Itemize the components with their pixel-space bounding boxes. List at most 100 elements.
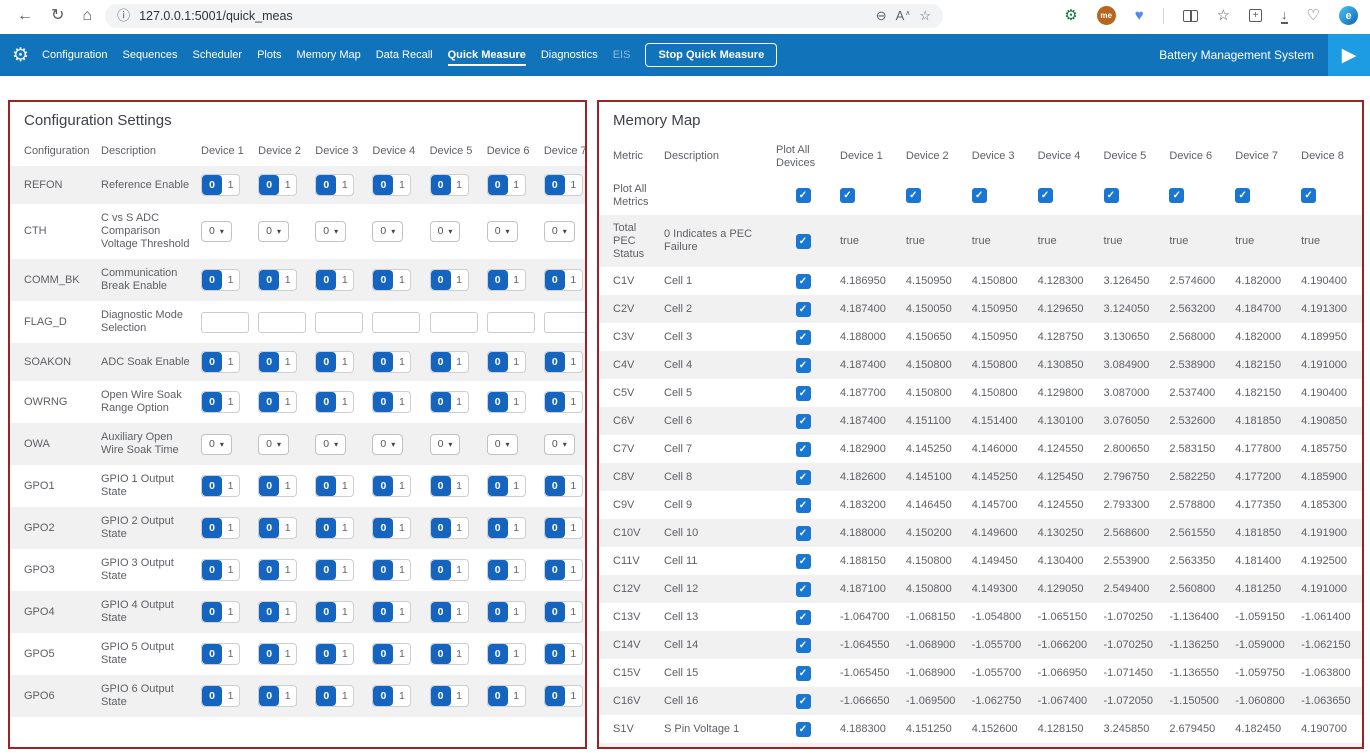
checkbox-c1v[interactable]: ✓ <box>796 274 811 289</box>
checkbox-total-pec-status[interactable]: ✓ <box>796 234 811 249</box>
toggle-gpo2-device-1[interactable]: 01 <box>201 517 240 539</box>
toggle-option[interactable]: 1 <box>222 175 239 195</box>
toggle-option[interactable]: 1 <box>451 352 468 372</box>
toggle-option-selected[interactable]: 0 <box>488 352 508 372</box>
nav-item-memory-map[interactable]: Memory Map <box>297 49 361 61</box>
toggle-option-selected[interactable]: 0 <box>259 518 279 538</box>
address-bar[interactable]: ⓘ 127.0.0.1:5001/quick_meas ⊖ A ☆ <box>105 4 943 28</box>
heart-extension-icon[interactable]: ♥ <box>1135 8 1144 23</box>
toggle-option[interactable]: 1 <box>336 560 353 580</box>
toggle-soakon-device-1[interactable]: 01 <box>201 351 240 373</box>
checkbox-c15v[interactable]: ✓ <box>796 666 811 681</box>
nav-item-data-recall[interactable]: Data Recall <box>376 49 433 61</box>
toggle-gpo1-device-1[interactable]: 01 <box>201 475 240 497</box>
checkbox-c6v[interactable]: ✓ <box>796 414 811 429</box>
toggle-option-selected[interactable]: 0 <box>316 518 336 538</box>
toggle-option-selected[interactable]: 0 <box>488 644 508 664</box>
input-flag-d-device-2[interactable] <box>258 312 306 333</box>
toggle-option[interactable]: 1 <box>279 270 296 290</box>
input-flag-d-device-3[interactable] <box>315 312 363 333</box>
nav-item-eis[interactable]: EIS <box>613 49 631 61</box>
collections-icon[interactable] <box>1249 9 1262 22</box>
browser-essentials-icon[interactable]: ♡ <box>1307 8 1320 23</box>
checkbox-plot-all-metrics-device-7[interactable]: ✓ <box>1235 188 1250 203</box>
refresh-icon[interactable]: ↻ <box>51 8 64 24</box>
toggle-refon-device-3[interactable]: 01 <box>315 174 354 196</box>
toggle-option[interactable]: 1 <box>336 686 353 706</box>
checkbox-c16v[interactable]: ✓ <box>796 694 811 709</box>
toggle-gpo4-device-5[interactable]: 01 <box>430 601 469 623</box>
toggle-soakon-device-7[interactable]: 01 <box>544 351 583 373</box>
input-flag-d-device-6[interactable] <box>487 312 535 333</box>
toggle-option[interactable]: 1 <box>336 518 353 538</box>
checkbox-c4v[interactable]: ✓ <box>796 358 811 373</box>
toggle-option-selected[interactable]: 0 <box>545 602 565 622</box>
toggle-option-selected[interactable]: 0 <box>259 270 279 290</box>
toggle-option-selected[interactable]: 0 <box>373 644 393 664</box>
toggle-option[interactable]: 1 <box>393 352 410 372</box>
toggle-option-selected[interactable]: 0 <box>373 560 393 580</box>
toggle-option-selected[interactable]: 0 <box>488 518 508 538</box>
toggle-option[interactable]: 1 <box>279 175 296 195</box>
toggle-gpo1-device-5[interactable]: 01 <box>430 475 469 497</box>
toggle-gpo6-device-6[interactable]: 01 <box>487 685 526 707</box>
toggle-gpo3-device-7[interactable]: 01 <box>544 559 583 581</box>
select-cth-device-3[interactable]: 0▾ <box>315 221 346 242</box>
toggle-gpo6-device-4[interactable]: 01 <box>372 685 411 707</box>
toggle-option[interactable]: 1 <box>451 476 468 496</box>
toggle-owrng-device-1[interactable]: 01 <box>201 391 240 413</box>
toggle-option[interactable]: 1 <box>393 686 410 706</box>
back-icon[interactable]: ← <box>17 8 33 24</box>
checkbox-plot-all-metrics-device-8[interactable]: ✓ <box>1301 188 1316 203</box>
select-owa-device-5[interactable]: 0▾ <box>430 434 461 455</box>
toggle-option-selected[interactable]: 0 <box>316 392 336 412</box>
toggle-option-selected[interactable]: 0 <box>545 270 565 290</box>
toggle-option-selected[interactable]: 0 <box>373 476 393 496</box>
toggle-option[interactable]: 1 <box>451 560 468 580</box>
toggle-option[interactable]: 1 <box>508 518 525 538</box>
toggle-gpo3-device-5[interactable]: 01 <box>430 559 469 581</box>
checkbox-plot-all-metrics-device-3[interactable]: ✓ <box>972 188 987 203</box>
toggle-option[interactable]: 1 <box>565 518 582 538</box>
toggle-option-selected[interactable]: 0 <box>545 518 565 538</box>
select-cth-device-2[interactable]: 0▾ <box>258 221 289 242</box>
toggle-option[interactable]: 1 <box>279 392 296 412</box>
toggle-comm-bk-device-7[interactable]: 01 <box>544 269 583 291</box>
toggle-option[interactable]: 1 <box>336 352 353 372</box>
checkbox-c12v[interactable]: ✓ <box>796 582 811 597</box>
checkbox-c11v[interactable]: ✓ <box>796 554 811 569</box>
edge-logo-icon[interactable]: e <box>1339 6 1358 25</box>
toggle-option-selected[interactable]: 0 <box>259 476 279 496</box>
toggle-gpo3-device-3[interactable]: 01 <box>315 559 354 581</box>
toggle-option[interactable]: 1 <box>565 270 582 290</box>
checkbox-c14v[interactable]: ✓ <box>796 638 811 653</box>
toggle-option-selected[interactable]: 0 <box>373 392 393 412</box>
toggle-option-selected[interactable]: 0 <box>488 270 508 290</box>
checkbox-plot-all-metrics-device-1[interactable]: ✓ <box>840 188 855 203</box>
toggle-option[interactable]: 1 <box>393 560 410 580</box>
toggle-option-selected[interactable]: 0 <box>316 476 336 496</box>
toggle-option-selected[interactable]: 0 <box>545 560 565 580</box>
select-cth-device-4[interactable]: 0▾ <box>372 221 403 242</box>
nav-item-configuration[interactable]: Configuration <box>42 49 107 61</box>
toggle-option-selected[interactable]: 0 <box>431 392 451 412</box>
toggle-gpo5-device-3[interactable]: 01 <box>315 643 354 665</box>
checkbox-c7v[interactable]: ✓ <box>796 442 811 457</box>
input-flag-d-device-1[interactable] <box>201 312 249 333</box>
toggle-option[interactable]: 1 <box>565 352 582 372</box>
toggle-owrng-device-5[interactable]: 01 <box>430 391 469 413</box>
toggle-gpo5-device-1[interactable]: 01 <box>201 643 240 665</box>
toggle-option-selected[interactable]: 0 <box>259 644 279 664</box>
toggle-gpo3-device-1[interactable]: 01 <box>201 559 240 581</box>
toggle-option[interactable]: 1 <box>222 518 239 538</box>
toggle-option-selected[interactable]: 0 <box>545 392 565 412</box>
toggle-option-selected[interactable]: 0 <box>259 602 279 622</box>
toggle-option-selected[interactable]: 0 <box>202 686 222 706</box>
toggle-comm-bk-device-2[interactable]: 01 <box>258 269 297 291</box>
toggle-option-selected[interactable]: 0 <box>431 476 451 496</box>
toggle-option-selected[interactable]: 0 <box>259 560 279 580</box>
toggle-option-selected[interactable]: 0 <box>202 270 222 290</box>
toggle-option-selected[interactable]: 0 <box>202 644 222 664</box>
toggle-option[interactable]: 1 <box>222 476 239 496</box>
toggle-gpo5-device-7[interactable]: 01 <box>544 643 583 665</box>
